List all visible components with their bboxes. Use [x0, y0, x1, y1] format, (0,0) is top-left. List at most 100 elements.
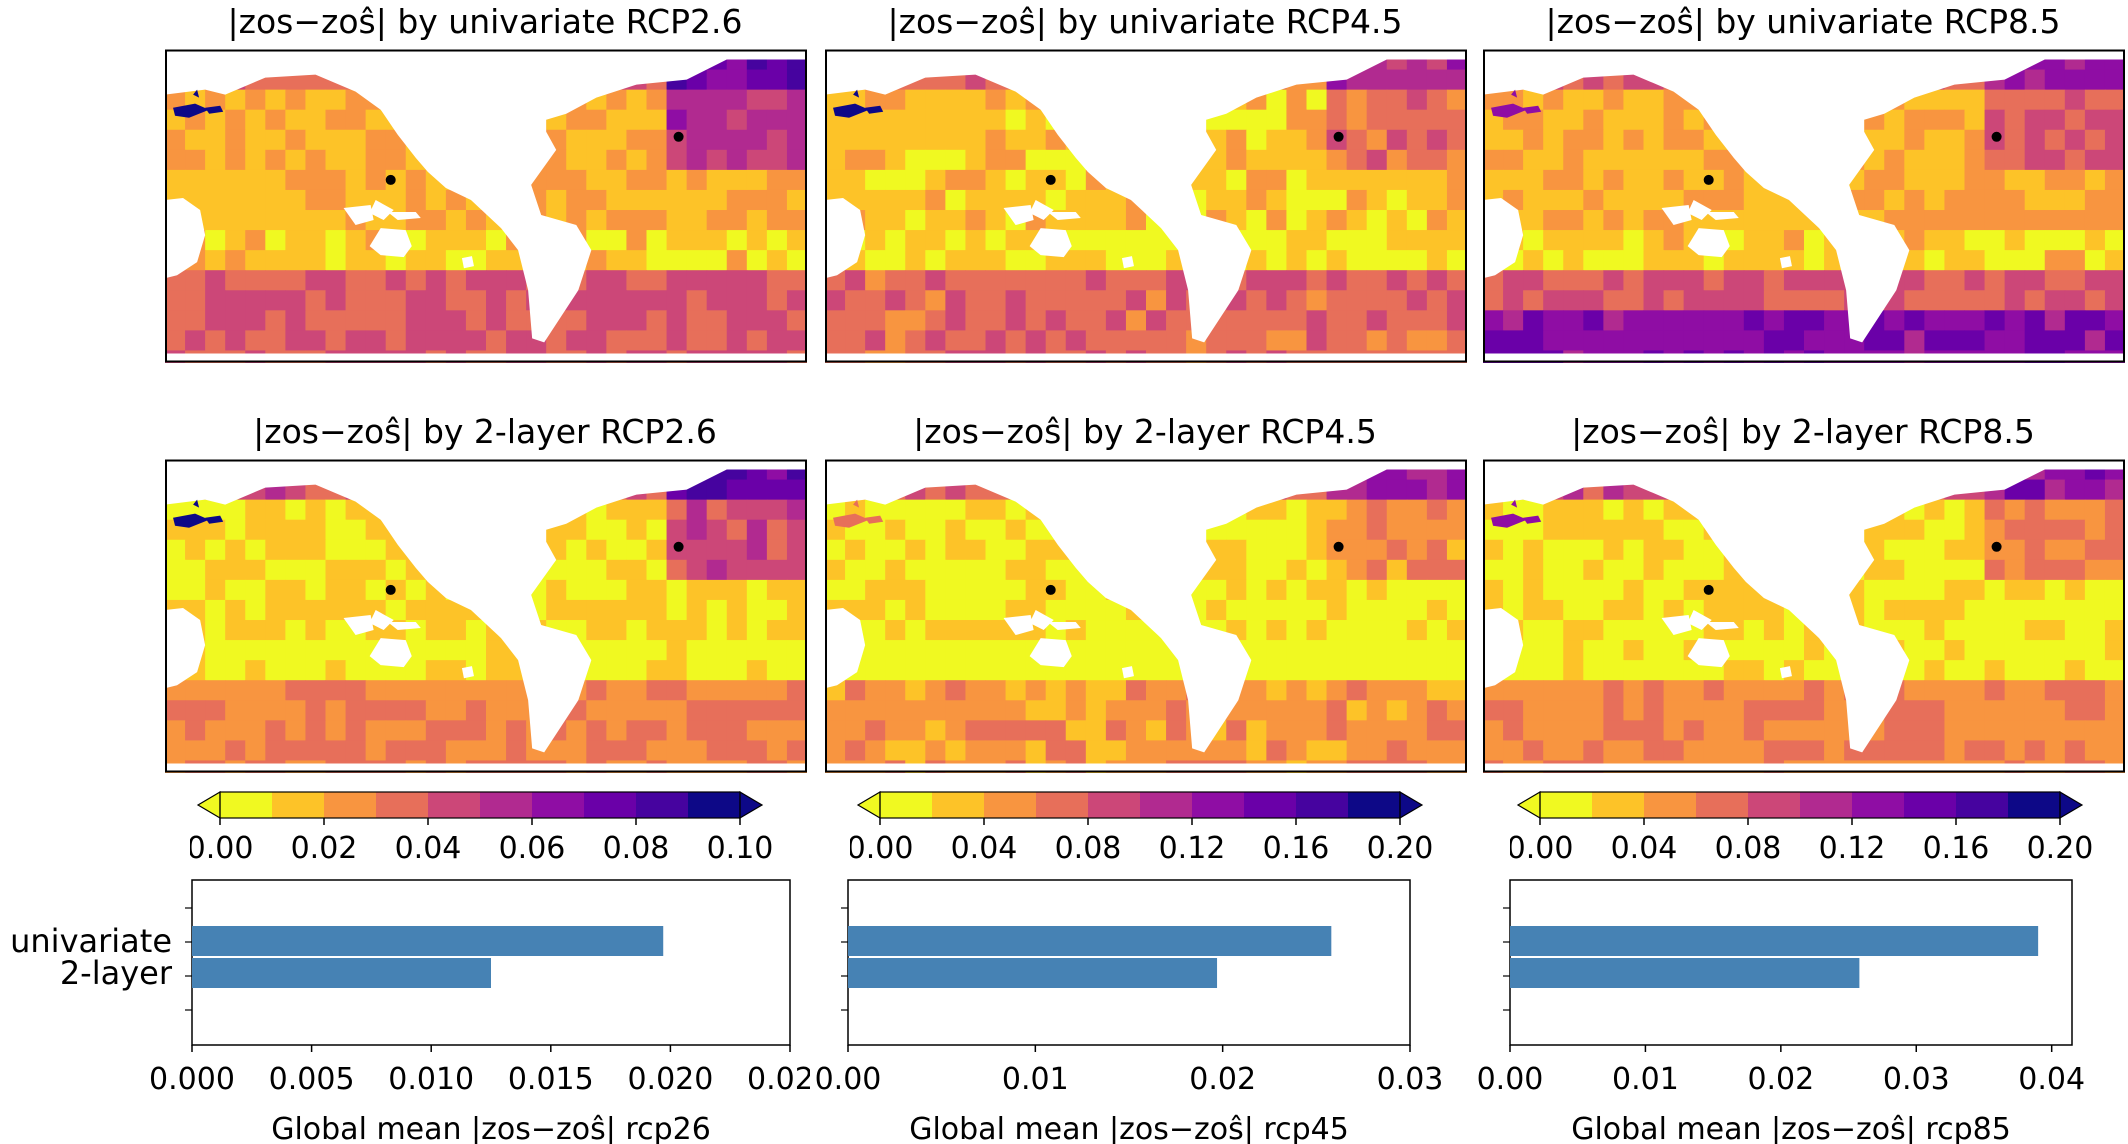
- ocean-cell: [1623, 109, 1645, 131]
- ocean-cell: [985, 189, 1007, 211]
- land-mass: [1029, 638, 1072, 668]
- ocean-cell: [2104, 660, 2125, 681]
- colorbar-segment: [1696, 792, 1749, 818]
- ocean-cell: [1743, 640, 1765, 661]
- ocean-cell: [606, 89, 627, 111]
- ocean-cell: [2024, 680, 2046, 701]
- ocean-cell: [586, 700, 607, 721]
- ocean-cell: [945, 700, 966, 721]
- ocean-cell: [486, 700, 507, 721]
- ocean-cell: [265, 579, 286, 601]
- ocean-cell: [1503, 579, 1524, 601]
- land-mass: [1687, 638, 1730, 668]
- ocean-cell: [405, 740, 427, 761]
- land-mass: [369, 638, 412, 668]
- land-mass: [1483, 607, 1524, 689]
- colorbar-segment: [1088, 792, 1141, 818]
- colorbar-tick-label: 0.06: [499, 831, 566, 866]
- ocean-cell: [1763, 740, 1785, 761]
- ocean-cell: [1386, 149, 1408, 171]
- ocean-cell: [1346, 700, 1368, 721]
- ocean-cell: [1366, 539, 1388, 561]
- ocean-cell: [646, 559, 668, 581]
- ocean-cell: [965, 330, 987, 351]
- ocean-cell: [1065, 330, 1087, 351]
- ocean-cell: [245, 270, 266, 291]
- land-mass: [1121, 666, 1134, 679]
- ocean-cell: [2024, 740, 2046, 761]
- ocean-cell: [1326, 740, 1348, 761]
- ocean-cell: [1125, 720, 1147, 741]
- ocean-cell: [205, 129, 226, 151]
- ocean-cell: [845, 700, 866, 721]
- ocean-cell: [1266, 230, 1287, 251]
- ocean-cell: [325, 250, 347, 271]
- ocean-cell: [1964, 740, 1986, 761]
- ocean-cell: [905, 539, 926, 561]
- ocean-cell: [245, 660, 266, 681]
- ocean-cell: [1944, 149, 1966, 171]
- ocean-cell: [626, 169, 648, 191]
- ocean-cell: [1005, 129, 1027, 151]
- ocean-cell: [1483, 149, 1504, 171]
- ocean-cell: [205, 189, 226, 211]
- ocean-cell: [1206, 189, 1227, 211]
- ocean-cell: [626, 330, 648, 351]
- ocean-cell: [786, 559, 807, 581]
- island-patch: [853, 89, 860, 98]
- ocean-cell: [1503, 310, 1524, 331]
- ocean-cell: [1025, 519, 1047, 541]
- ocean-cell: [385, 680, 407, 701]
- ocean-cell: [686, 680, 708, 701]
- ocean-cell: [245, 720, 266, 741]
- ocean-cell: [1904, 740, 1925, 761]
- ocean-cell: [265, 680, 286, 701]
- ocean-cell: [2104, 720, 2125, 741]
- ocean-cell: [1643, 270, 1665, 291]
- ocean-cell: [706, 640, 728, 661]
- ocean-cell: [1603, 599, 1624, 621]
- ocean-cell: [1286, 579, 1308, 601]
- ocean-cell: [1246, 579, 1267, 601]
- ocean-cell: [1366, 69, 1388, 91]
- x-tick-label: 0.02: [1747, 1062, 1814, 1097]
- ocean-cell: [1483, 579, 1504, 601]
- ocean-cell: [385, 559, 407, 581]
- map-title-2layer-rcp45: |zos−zoŝ| by 2-layer RCP4.5: [913, 412, 1377, 451]
- ocean-cell: [2024, 210, 2046, 231]
- ocean-cell: [746, 149, 768, 171]
- ocean-cell: [1266, 169, 1287, 191]
- ocean-cell: [1984, 720, 2006, 741]
- ocean-cell: [726, 310, 748, 331]
- ocean-cell: [1523, 660, 1544, 681]
- ocean-cell: [185, 270, 206, 291]
- ocean-cell: [265, 230, 286, 251]
- ocean-cell: [1446, 620, 1467, 641]
- ocean-cell: [1924, 109, 1945, 131]
- ocean-cell: [1603, 330, 1624, 351]
- ocean-cell: [1085, 230, 1107, 251]
- ocean-cell: [1543, 559, 1564, 581]
- ocean-cell: [1406, 579, 1428, 601]
- ocean-cell: [1944, 189, 1966, 211]
- ocean-cell: [1503, 149, 1524, 171]
- ocean-cell: [1703, 700, 1725, 721]
- ocean-cell: [1326, 559, 1348, 581]
- ocean-cell: [1246, 740, 1267, 761]
- ocean-cell: [2084, 169, 2106, 191]
- ocean-cell: [885, 620, 906, 641]
- ocean-cell: [445, 620, 467, 641]
- ocean-cell: [1964, 230, 1986, 251]
- colorbar-extend-min: [196, 790, 221, 820]
- ocean-cell: [1743, 660, 1765, 681]
- ocean-cell: [825, 740, 846, 761]
- ocean-cell: [205, 700, 226, 721]
- ocean-cell: [786, 519, 807, 541]
- ocean-cell: [1683, 129, 1705, 151]
- ocean-cell: [1964, 499, 1986, 521]
- ocean-cell: [1984, 210, 2006, 231]
- land-mass: [1003, 204, 1034, 226]
- ocean-cell: [165, 579, 186, 601]
- ocean-cell: [1085, 640, 1107, 661]
- ocean-cell: [1326, 579, 1348, 601]
